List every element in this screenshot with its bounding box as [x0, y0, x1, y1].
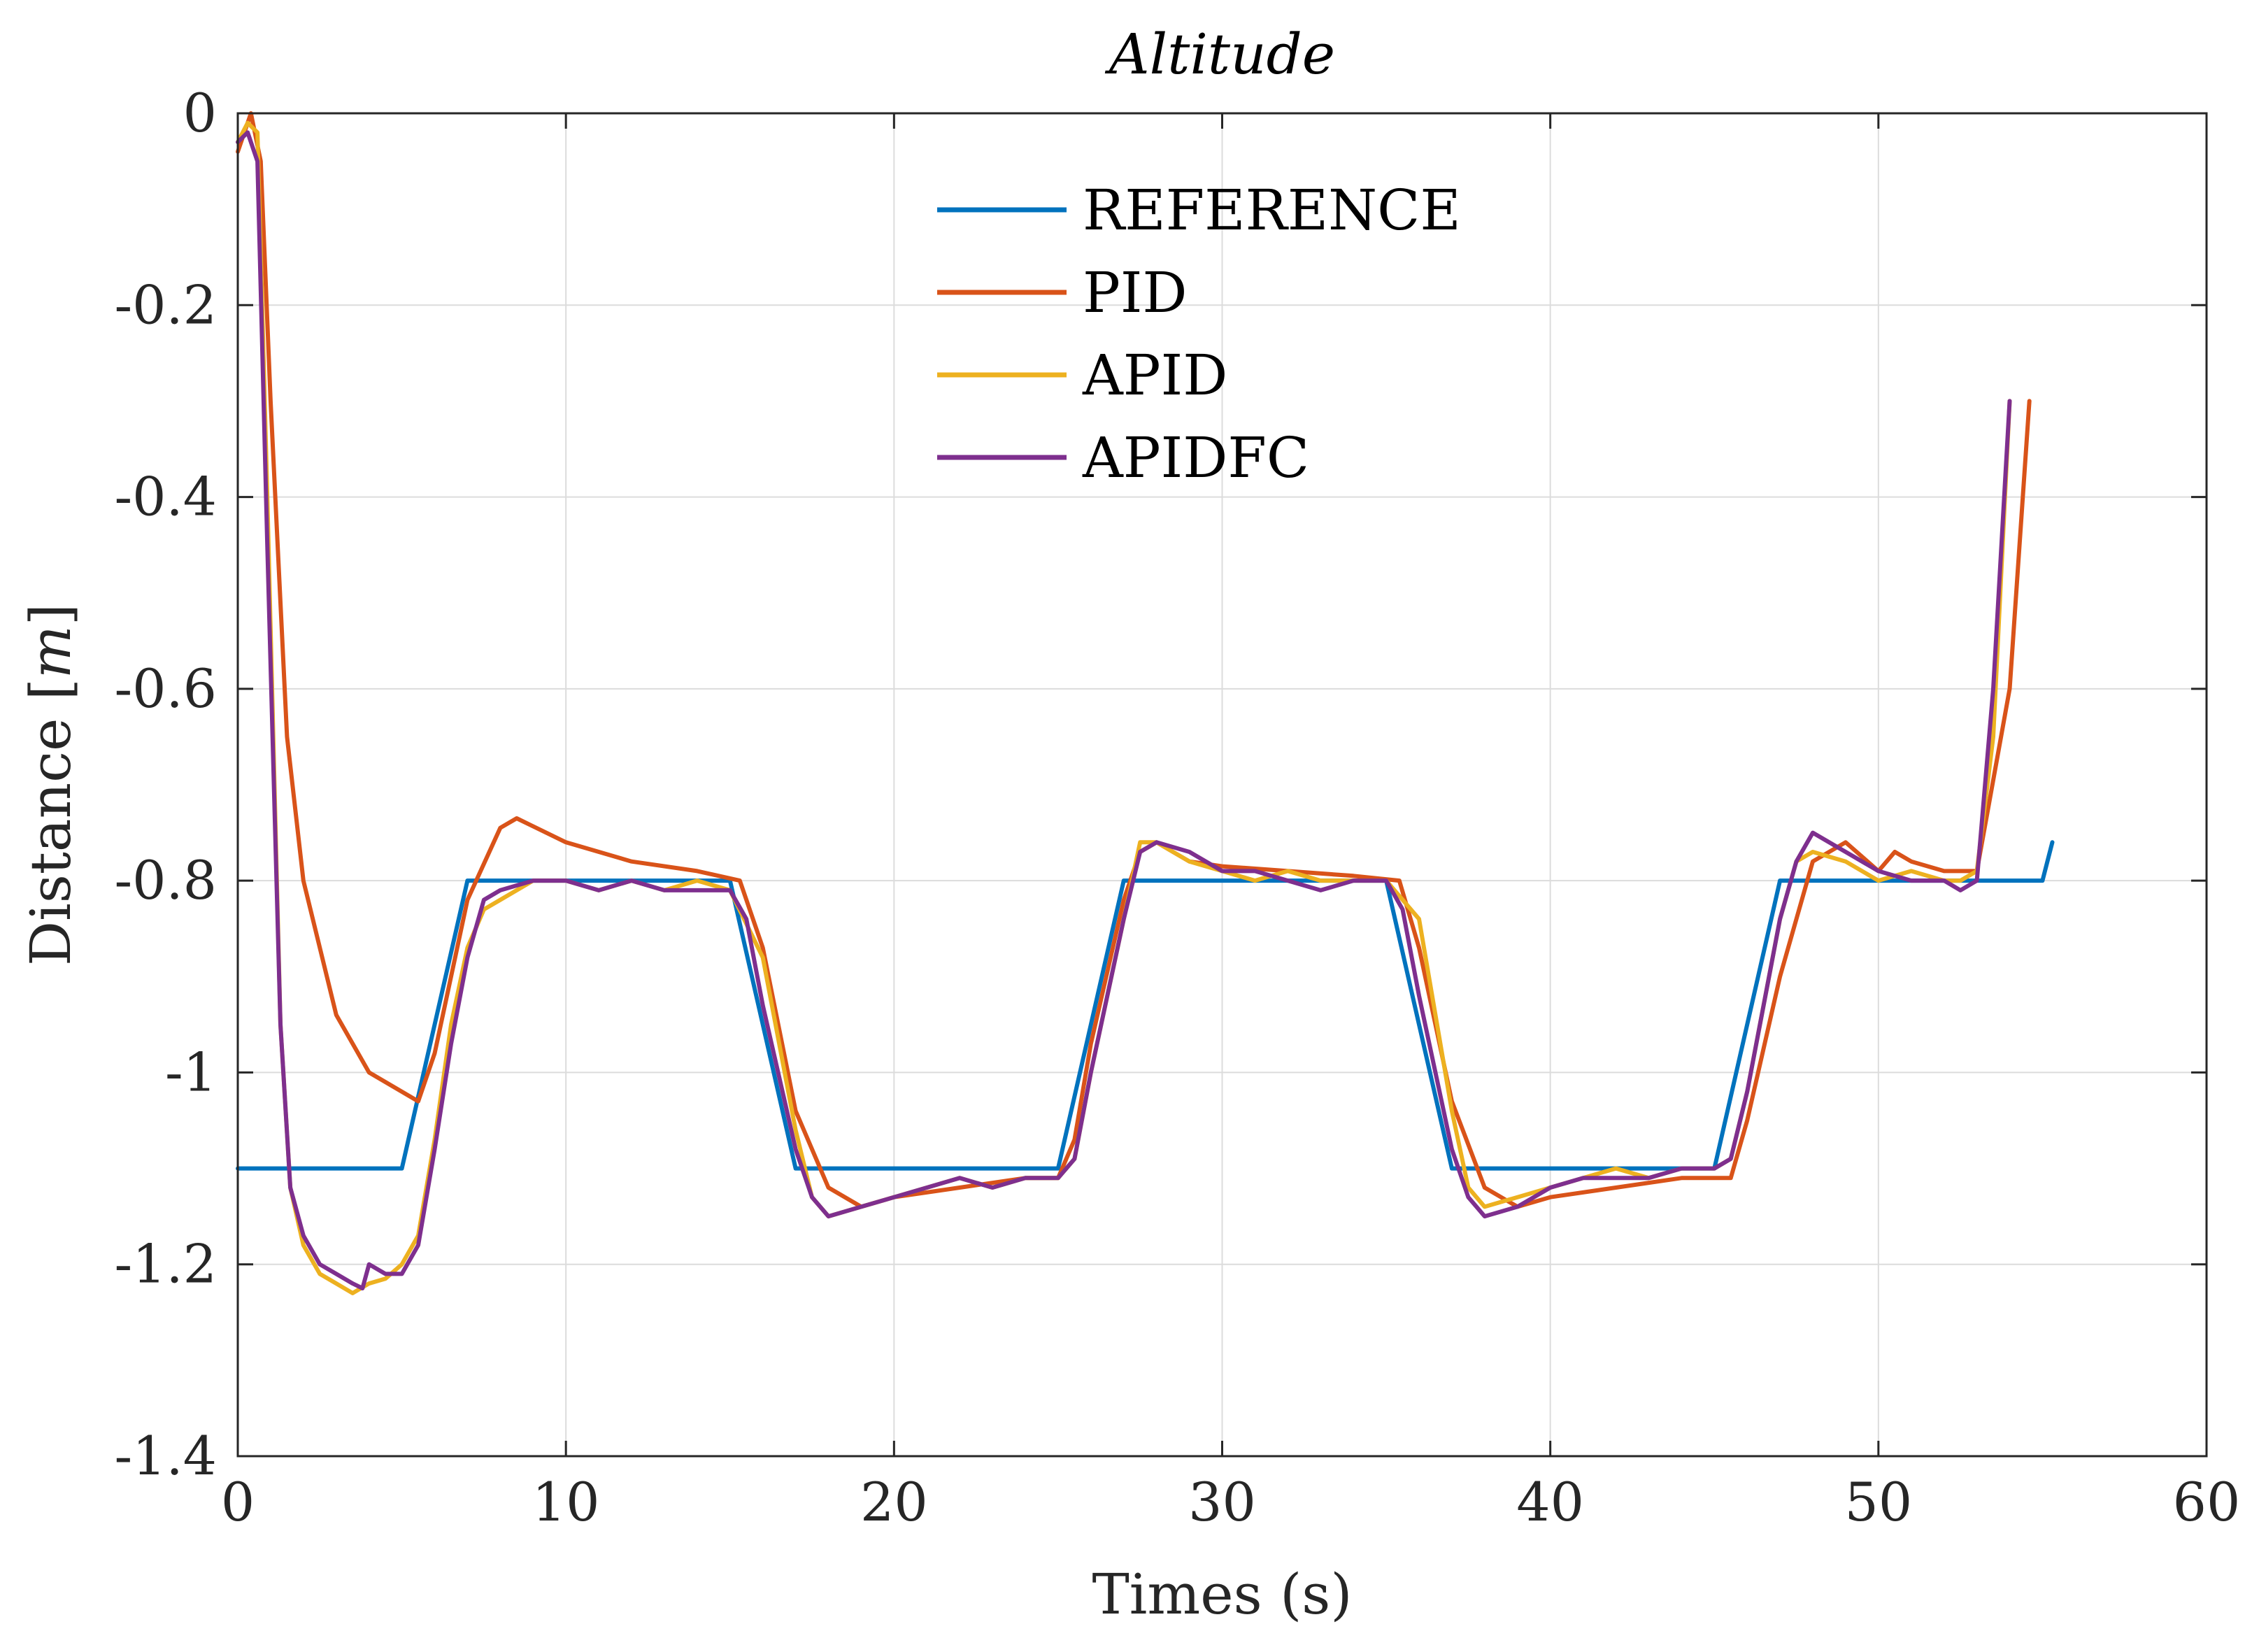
y-tick-label: -0.4	[114, 466, 217, 528]
x-tick-label: 40	[1516, 1471, 1584, 1533]
chart-title: Altitude	[1104, 22, 1335, 87]
series-line-pid	[236, 111, 2032, 1209]
y-tick-label: -0.2	[114, 273, 217, 336]
plot-series	[236, 111, 2055, 1295]
x-tick-label: 20	[860, 1471, 928, 1533]
x-axis-label: Times (s)	[1092, 1562, 1352, 1627]
y-axis-label-unit: m	[18, 625, 83, 678]
y-axis-label-prefix: Distance [	[18, 678, 83, 966]
y-tick-label: -0.6	[114, 657, 217, 720]
legend-label-pid: PID	[1083, 260, 1188, 325]
legend-label-apid: APID	[1082, 343, 1227, 408]
y-axis-label-suffix: ]	[18, 604, 83, 625]
x-tick-label: 0	[221, 1471, 255, 1533]
y-tick-label: -1.4	[114, 1425, 217, 1487]
series-line-apidfc	[236, 130, 2012, 1290]
y-tick-label: 0	[183, 82, 217, 144]
legend-label-apidfc: APIDFC	[1082, 425, 1309, 490]
x-tick-label: 50	[1844, 1471, 1912, 1533]
axis-ticks: 0 10 20 30 40 50 60 0 -0.2 -0.4 -0.6 -0.8 -1 -1.2 -1.4	[114, 82, 2240, 1533]
x-tick-label: 30	[1188, 1471, 1256, 1533]
y-tick-label: -1	[165, 1041, 217, 1103]
y-tick-label: -1.2	[114, 1233, 217, 1295]
legend: REFERENCE PID APID APIDFC	[937, 178, 1461, 490]
y-tick-label: -0.8	[114, 849, 217, 911]
x-tick-label: 60	[2173, 1471, 2241, 1533]
legend-label-reference: REFERENCE	[1083, 178, 1461, 243]
y-axis-label: Distance [m]	[18, 604, 83, 966]
x-tick-label: 10	[532, 1471, 600, 1533]
series-line-reference	[236, 840, 2055, 1171]
